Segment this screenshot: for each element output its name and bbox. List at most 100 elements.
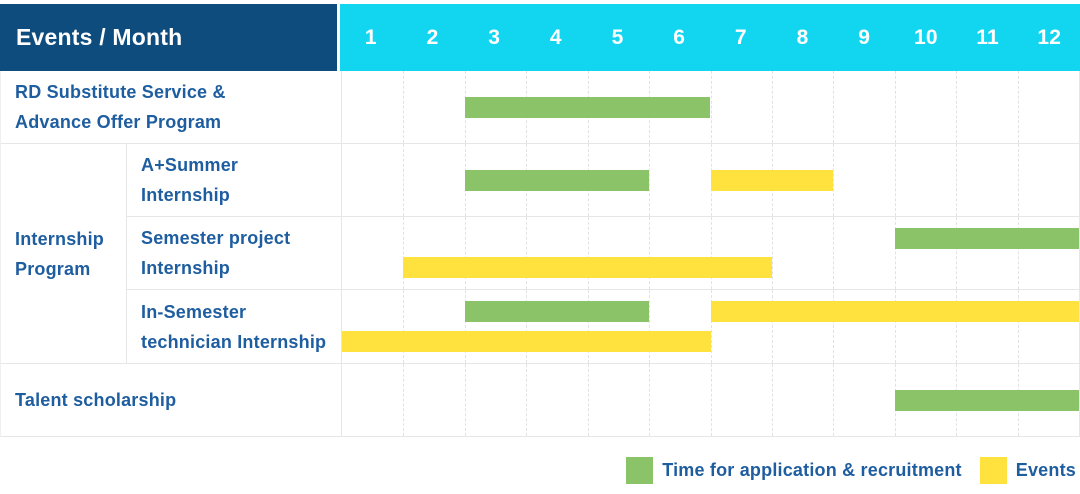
month-gridline [833, 144, 835, 216]
table-header-row: Events / Month 1 2 3 4 5 6 7 8 9 10 11 12 [0, 4, 1080, 71]
label-line: Talent scholarship [15, 390, 177, 410]
label-line: A+Summer [141, 155, 239, 175]
month-gridline [649, 290, 651, 363]
row-label: Semester project Internship [126, 217, 341, 289]
group-label: Internship Program [1, 144, 126, 363]
application-bar-months-10-12 [894, 390, 1079, 411]
month-label-11: 11 [976, 25, 999, 49]
month-gridline [833, 217, 835, 289]
group-internship-program: Internship Program A+Summer Internship Semes… [1, 144, 1079, 364]
month-gridline [894, 217, 896, 289]
row-semester-project-internship: Semester project Internship [126, 217, 1079, 290]
row-chart-area [341, 364, 1079, 436]
application-color-swatch [626, 457, 654, 484]
month-label-9: 9 [858, 25, 871, 49]
legend-label-events: Events [1015, 460, 1076, 480]
row-a-summer-internship: A+Summer Internship [126, 144, 1079, 217]
month-gridline [956, 217, 958, 289]
month-label-2: 2 [426, 25, 439, 49]
row-label: A+Summer Internship [126, 144, 341, 216]
month-gridline [894, 290, 896, 363]
month-gridline [526, 364, 528, 436]
row-talent-scholarship: Talent scholarship [1, 364, 1079, 437]
row-label: In-Semester technician Internship [126, 290, 341, 363]
month-label-3: 3 [488, 25, 501, 49]
label-line: Internship [15, 228, 105, 249]
month-label-4: 4 [549, 25, 562, 49]
month-gridline [833, 364, 835, 436]
month-gridline [649, 217, 651, 289]
month-gridline [464, 364, 466, 436]
month-gridline [649, 144, 651, 216]
month-gridline [403, 217, 405, 289]
month-gridline [526, 217, 528, 289]
month-gridline [403, 290, 405, 363]
month-gridline [771, 71, 773, 143]
event-bar-months-7-8 [710, 170, 834, 191]
group-rows: A+Summer Internship Semester project Intern… [126, 144, 1079, 363]
month-gridline [526, 290, 528, 363]
month-gridline [1017, 144, 1019, 216]
month-header-row: 1 2 3 4 5 6 7 8 9 10 11 12 [340, 4, 1080, 71]
month-label-5: 5 [611, 25, 624, 49]
label-line: Internship [141, 258, 231, 278]
month-gridline [403, 144, 405, 216]
month-gridline [649, 364, 651, 436]
month-label-8: 8 [796, 25, 809, 49]
month-gridline [710, 364, 712, 436]
label-line: technician Internship [141, 331, 327, 352]
event-color-swatch [979, 457, 1007, 484]
label-line: Advance Offer Program [15, 112, 222, 132]
month-label-10: 10 [914, 25, 938, 49]
month-gridline [833, 71, 835, 143]
label-line: RD Substitute Service & [15, 82, 226, 102]
month-label-1: 1 [364, 25, 377, 49]
event-bar-months-2-7 [403, 257, 772, 278]
month-gridline [587, 290, 589, 363]
month-gridline [771, 364, 773, 436]
row-chart-area [341, 144, 1079, 216]
header-title-cell: Events / Month [0, 4, 337, 71]
month-gridline [403, 71, 405, 143]
month-gridline [464, 290, 466, 363]
row-chart-area [341, 217, 1079, 289]
legend: Time for application & recruitment Event… [626, 457, 1076, 484]
row-label: RD Substitute Service & Advance Offer Pro… [1, 71, 341, 143]
month-gridline [956, 71, 958, 143]
month-gridline [956, 144, 958, 216]
month-gridline [587, 217, 589, 289]
month-gridline [771, 217, 773, 289]
month-gridline [710, 290, 712, 363]
legend-item-events: Events [979, 457, 1076, 484]
label-line: In-Semester [141, 301, 247, 322]
month-label-7: 7 [734, 25, 747, 49]
row-in-semester-technician-internship: In-Semester technician Internship [126, 290, 1079, 363]
month-gridline [1017, 71, 1019, 143]
label-line: Program [15, 258, 91, 279]
row-label: Talent scholarship [1, 364, 341, 436]
row-rd-substitute-service-advance-offer-program: RD Substitute Service & Advance Offer Pro… [1, 71, 1079, 144]
events-month-table: Events / Month 1 2 3 4 5 6 7 8 9 10 11 12 RD Substi… [0, 4, 1080, 437]
label-line: Semester project [141, 228, 291, 248]
month-gridline [894, 144, 896, 216]
application-bar-months-3-5 [464, 301, 650, 322]
month-gridline [1017, 217, 1019, 289]
month-gridline [956, 290, 958, 363]
month-gridline [587, 364, 589, 436]
month-gridline [833, 290, 835, 363]
legend-label-application: Time for application & recruitment [662, 460, 962, 480]
month-gridline [403, 364, 405, 436]
row-chart-area [341, 71, 1079, 143]
month-gridline [464, 217, 466, 289]
month-gridline [1017, 290, 1019, 363]
application-bar-months-3-6 [464, 97, 711, 118]
page-title: Events / Month [16, 24, 183, 50]
month-gridline [894, 71, 896, 143]
label-line: Internship [141, 185, 231, 205]
row-chart-area [341, 290, 1079, 363]
month-gridline [710, 71, 712, 143]
legend-item-application: Time for application & recruitment [626, 457, 962, 484]
event-bar-months-1-6 [342, 331, 711, 352]
application-bar-months-10-12 [894, 228, 1079, 249]
